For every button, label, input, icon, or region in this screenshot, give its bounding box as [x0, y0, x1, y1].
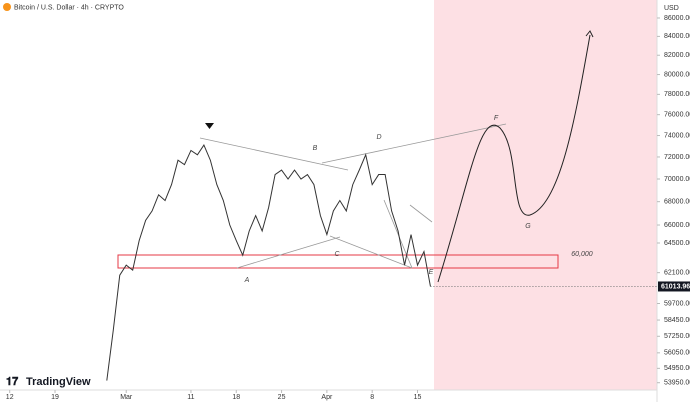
projection-arrow — [585, 30, 594, 38]
y-tick-label: 64500.00 — [664, 240, 690, 247]
y-tick-label: 54950.00 — [664, 365, 690, 372]
annotation: G — [525, 223, 531, 230]
y-tick-label: 74000.00 — [664, 132, 690, 139]
y-tick-label: 82000.00 — [664, 52, 690, 59]
annotation: F — [494, 115, 499, 122]
y-tick-label: 80000.00 — [664, 71, 690, 78]
x-tick-label: 15 — [414, 394, 422, 401]
y-tick-label: 53950.00 — [664, 380, 690, 387]
y-tick-label: 56050.00 — [664, 350, 690, 357]
x-tick-label: Mar — [120, 394, 133, 401]
pattern-lines — [199, 123, 507, 269]
x-tick-label: 18 — [232, 394, 240, 401]
annotation: B — [313, 145, 318, 152]
annotation: A — [244, 277, 250, 284]
annotation: D — [376, 134, 381, 141]
x-tick-label: 12 — [6, 394, 14, 401]
last-price-label: 61013.96 — [661, 283, 690, 290]
currency-label: USD — [664, 5, 679, 12]
y-tick-label: 86000.00 — [664, 15, 690, 22]
chart-title: Bitcoin / U.S. Dollar · 4h · CRYPTO — [14, 4, 124, 11]
annotation: 60,000 — [571, 251, 593, 258]
y-tick-label: 76000.00 — [664, 112, 690, 119]
y-tick-label: 78000.00 — [664, 91, 690, 98]
x-tick-label: 11 — [187, 394, 194, 401]
y-tick-label: 66000.00 — [664, 222, 690, 229]
projection-curve — [437, 34, 591, 283]
marker — [205, 123, 214, 129]
y-tick-label: 57250.00 — [664, 333, 690, 340]
annotation: E — [429, 269, 434, 276]
last-price-badge — [658, 281, 690, 292]
x-tick-label: 19 — [51, 394, 59, 401]
coin-icon — [3, 3, 11, 11]
brand: TradingView — [26, 376, 91, 388]
y-tick-label: 68000.00 — [664, 199, 690, 206]
x-tick-label: Apr — [321, 394, 333, 401]
support-box — [117, 254, 559, 269]
y-tick-label: 72000.00 — [664, 154, 690, 161]
brand-logo: 𝟏𝟕 — [6, 376, 19, 388]
y-tick-label: 70000.00 — [664, 176, 690, 183]
price-line — [106, 144, 431, 381]
x-tick-label: 8 — [370, 394, 374, 401]
y-tick-label: 62100.00 — [664, 270, 690, 277]
y-tick-label: 58450.00 — [664, 317, 690, 324]
annotation: C — [334, 251, 340, 258]
x-tick-label: 25 — [278, 394, 286, 401]
y-tick-label: 59700.00 — [664, 300, 690, 307]
target-zone — [434, 0, 657, 390]
y-tick-label: 84000.00 — [664, 33, 690, 40]
